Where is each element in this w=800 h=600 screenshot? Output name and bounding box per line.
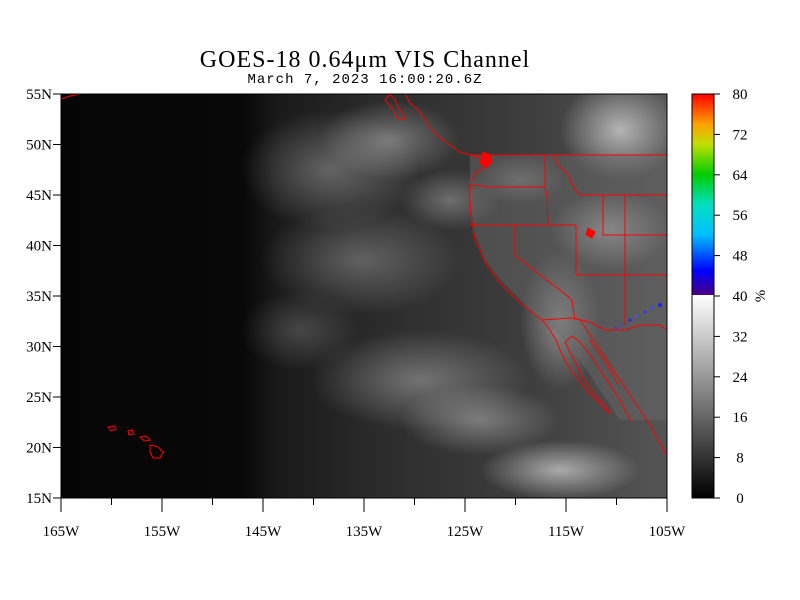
colorbar-tick-label: 16 [733, 410, 749, 426]
lon-tick-label: 125W [447, 524, 485, 540]
lon-tick-label: 165W [43, 524, 81, 540]
colorbar-tick-label: 40 [733, 289, 748, 305]
chart-subtitle: March 7, 2023 16:00:20.6Z [247, 72, 483, 88]
map-boundaries [61, 94, 667, 459]
colorbar-tick-label: 56 [733, 208, 749, 224]
lat-tick-label: 50N [26, 138, 52, 154]
high-reflectance-patch [614, 303, 662, 330]
lon-tick-label: 155W [144, 524, 182, 540]
latitude-axis: 55N 50N 45N 40N 35N 30N 25N 20N 15N [26, 87, 61, 507]
lat-tick-label: 25N [26, 390, 52, 406]
lat-tick-label: 30N [26, 340, 52, 356]
colorbar-tick-label: 0 [736, 491, 744, 507]
colorbar-tick-label: 32 [733, 329, 748, 345]
lon-tick-label: 145W [245, 524, 283, 540]
lon-tick-label: 105W [649, 524, 687, 540]
colorbar-color [692, 94, 714, 295]
colorbar-tick-label: 24 [733, 370, 749, 386]
lat-tick-label: 55N [26, 87, 52, 103]
colorbar-tick-label: 72 [733, 127, 748, 143]
chart-title: GOES-18 0.64μm VIS Channel [199, 47, 531, 73]
lat-tick-label: 40N [26, 239, 52, 255]
colorbar-tick-label: 64 [733, 168, 749, 184]
colorbar-tick-label: 48 [733, 249, 748, 265]
lat-tick-label: 35N [26, 289, 52, 305]
colorbar-tick-label: 8 [736, 451, 744, 467]
satellite-imagery [61, 94, 667, 498]
colorbar-grayscale [692, 295, 714, 498]
colorbar-tick-label: 80 [733, 87, 748, 103]
lon-tick-label: 115W [548, 524, 585, 540]
lat-tick-label: 20N [26, 441, 52, 457]
lat-tick-label: 15N [26, 491, 52, 507]
lat-tick-label: 45N [26, 188, 52, 204]
colorbar-unit-label: % [753, 290, 769, 303]
longitude-axis: 165W 155W 145W 135W 125W 115W 105W [43, 498, 687, 540]
lon-tick-label: 135W [346, 524, 384, 540]
